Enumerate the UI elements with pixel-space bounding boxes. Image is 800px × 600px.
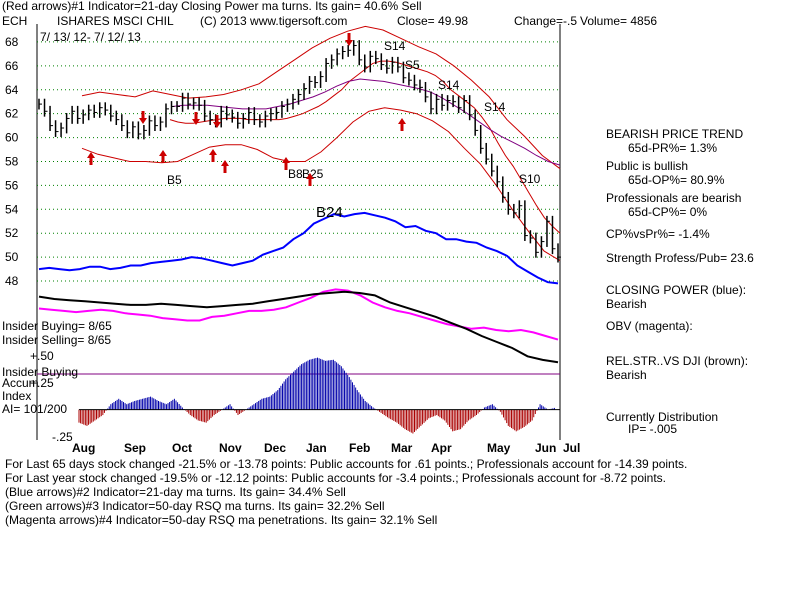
distribution-label: Currently Distribution [606,410,719,424]
footer-line-year: For Last year stock changed -19.5% or -1… [5,471,667,485]
pr-value: 65d-PR%= 1.3% [628,141,718,155]
signal-label: B8 [288,167,303,181]
date-range: 7/ 13/ 12- 7/ 12/ 13 [40,30,141,44]
insider-selling: Insider Selling= 8/65 [2,333,112,347]
x-tick-label: Mar [391,441,413,455]
y-tick-label: 68 [5,35,19,49]
buy-arrow-up [209,149,217,162]
accum-label: Accum [2,376,39,390]
copyright-text: (C) 2013 www.tigersoft.com [200,14,348,28]
y-tick-label: 60 [5,131,19,145]
ip-value: IP= -.005 [628,422,678,436]
strength-value: Strength Profess/Pub= 23.6 [606,251,754,265]
ma21-line [169,60,561,234]
footer-blue-arrows: (Blue arrows)#2 Indicator=21-day ma turn… [5,485,346,499]
y-tick-label: 54 [5,202,19,216]
ma50-line [171,78,561,166]
relstr-value: Bearish [606,368,647,382]
cp-value: 65d-CP%= 0% [628,205,708,219]
indicator-1-line: (Red arrows)#1 Indicator=21-day Closing … [2,0,422,13]
x-tick-label: Aug [72,441,95,455]
lower-band-line [81,107,561,262]
index-label: Index [2,389,32,403]
change-value: Change=-.5 [514,14,578,28]
footer-magenta-arrows: (Magenta arrows)#4 Indicator=50-day RSQ … [5,513,438,527]
closing-power-line [38,211,559,285]
footer-line-65days: For Last 65 days stock changed -21.5% or… [5,457,688,471]
y-tick-label: 58 [5,154,19,168]
public-title: Public is bullish [606,159,689,173]
signal-label: S10 [519,172,541,186]
obv-label: OBV (magenta): [606,319,693,333]
insider-buying-line-label: Insider Buying [2,365,79,379]
sell-arrow-down [213,115,221,128]
y-tick-label: 64 [5,83,19,97]
accum-plus50: +.50 [30,349,54,363]
footer-green-arrows: (Green arrows)#3 Indicator=50-day RSQ ma… [5,499,385,513]
sell-arrow-down [345,33,353,46]
sell-arrow-down [192,112,200,125]
y-tick-label: 66 [5,59,19,73]
cpvspr-value: CP%vsPr%= -1.4% [606,227,710,241]
buy-arrow-up [398,118,406,131]
signal-label: B24 [316,204,343,221]
x-tick-label: Feb [349,441,370,455]
x-tick-label: Oct [172,441,192,455]
accum-plus25: +.25 [30,376,54,390]
ai-value: AI= 101/200 [2,402,68,416]
signal-label: B5 [167,173,182,187]
insider-buying: Insider Buying= 8/65 [2,319,112,333]
x-tick-label: May [487,441,511,455]
x-tick-label: Sep [124,441,146,455]
signal-label: S14 [484,100,506,114]
signal-label: S5 [405,58,420,72]
pro-title: Professionals are bearish [606,191,742,205]
accum-minus25: -.25 [52,430,73,444]
x-tick-label: Jun [535,441,556,455]
obv-line [38,288,559,341]
buy-arrow-up [87,152,95,165]
ticker-name: ISHARES MSCI CHIL [57,14,174,28]
signal-label: S14 [384,39,406,53]
sell-arrow-down [139,111,147,124]
signal-label: S14 [438,78,460,92]
buy-arrow-up [221,160,229,173]
y-tick-label: 48 [5,274,19,288]
trend-title: BEARISH PRICE TREND [606,127,744,141]
buy-arrow-up [306,173,314,186]
buy-arrow-up [159,150,167,163]
x-tick-label: Nov [219,441,242,455]
close-value: Close= 49.98 [397,14,469,28]
x-tick-label: Dec [264,441,286,455]
y-tick-label: 56 [5,178,19,192]
x-tick-label: Apr [431,441,452,455]
y-tick-label: 62 [5,107,19,121]
y-tick-label: 52 [5,226,19,240]
volume-value: Volume= 4856 [580,14,658,28]
relstr-line [38,290,559,364]
relstr-label: REL.STR..VS DJI (brown): [606,354,749,368]
closing-power-value: Bearish [606,297,647,311]
x-tick-label: Jul [563,441,580,455]
closing-power-label: CLOSING POWER (blue): [606,283,747,297]
upper-band-line [81,25,561,170]
y-tick-label: 50 [5,250,19,264]
ticker-symbol: ECH [2,14,28,28]
buy-arrow-up [282,157,290,170]
op-value: 65d-OP%= 80.9% [628,173,725,187]
x-tick-label: Jan [306,441,327,455]
